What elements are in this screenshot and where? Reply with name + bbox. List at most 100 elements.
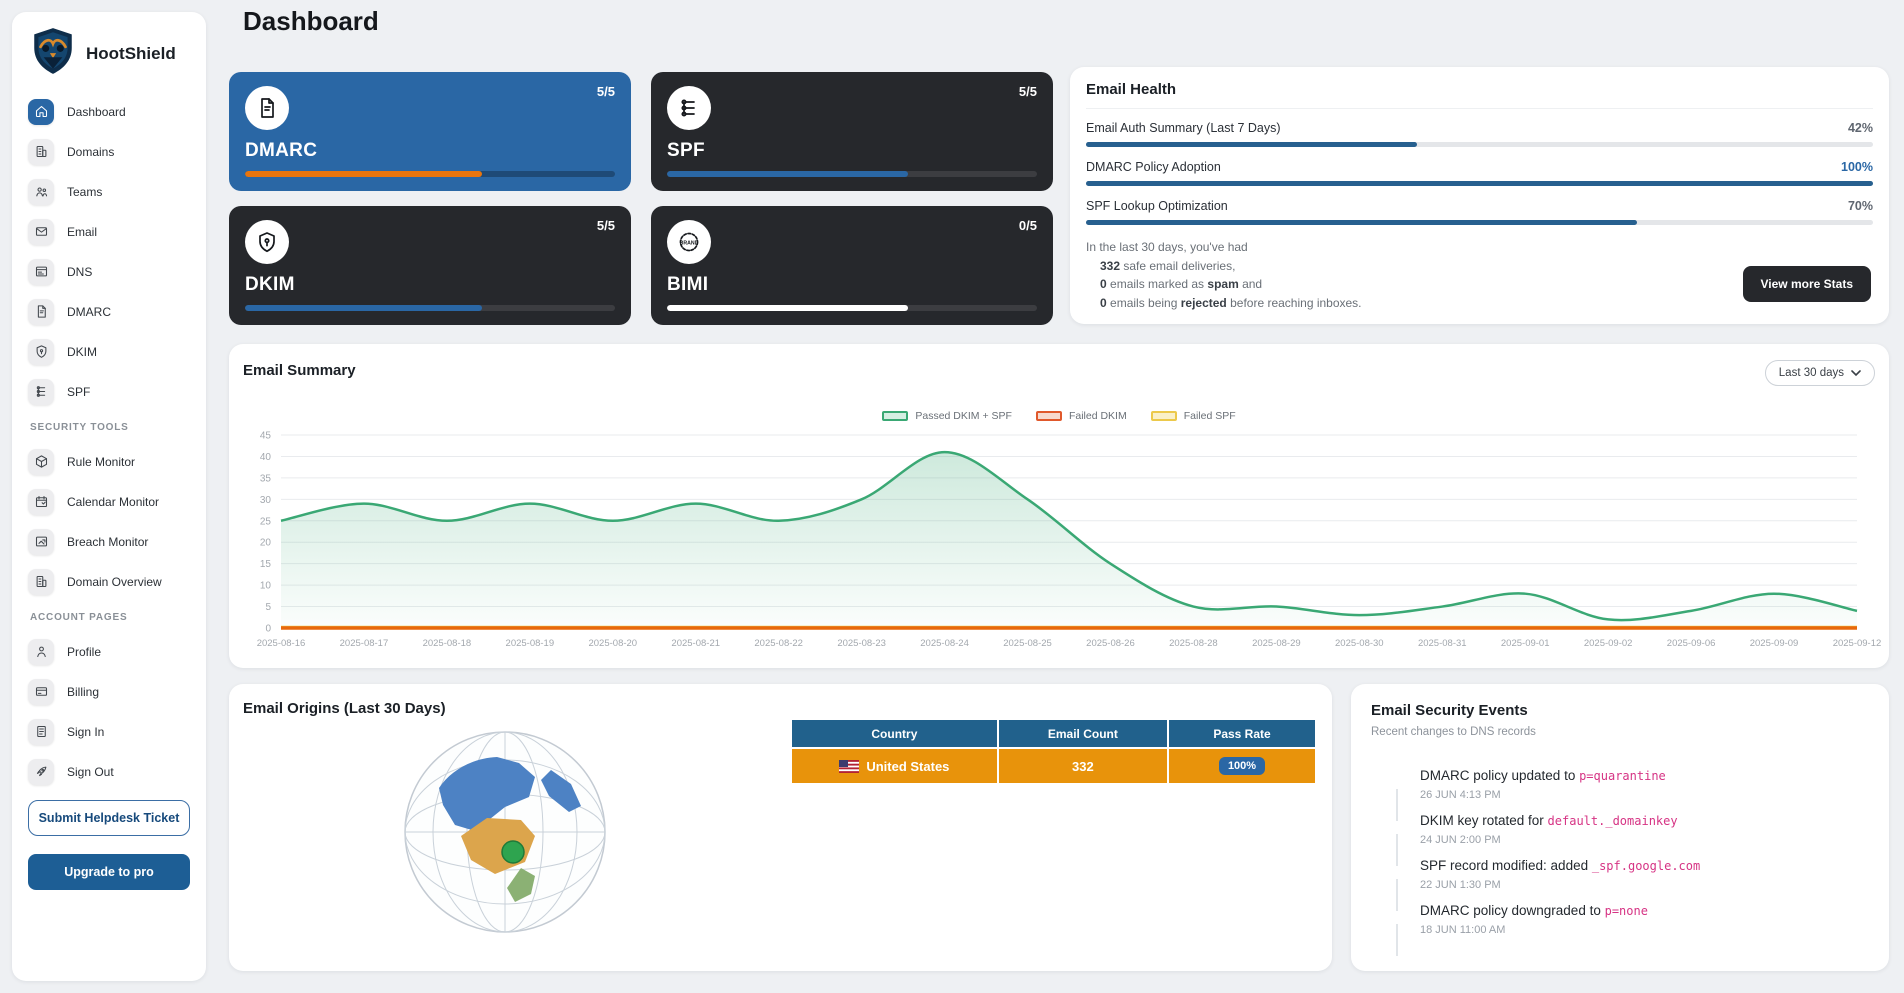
sidebar-item-domain-overview[interactable]: Domain Overview <box>28 565 190 598</box>
email-health-panel: Email Health Email Auth Summary (Last 7 … <box>1070 67 1889 324</box>
event-timestamp: 18 JUN 11:00 AM <box>1420 924 1506 936</box>
legend-item-failed-spf: Failed SPF <box>1150 410 1236 422</box>
metric-value: 42% <box>1847 121 1873 135</box>
legend-swatch <box>1150 411 1177 421</box>
event-timestamp: 22 JUN 1:30 PM <box>1420 879 1501 891</box>
legend-swatch <box>1035 411 1062 421</box>
summary-line: 0 emails being rejected before reaching … <box>1100 295 1362 310</box>
sidebar-item-dmarc[interactable]: DMARC <box>28 295 190 328</box>
sidebar-item-teams[interactable]: Teams <box>28 175 190 208</box>
score-card-title: SPF <box>667 140 705 161</box>
sidebar-item-label: SPF <box>67 384 91 399</box>
domains-icon <box>36 145 46 158</box>
sidebar-item-profile[interactable]: Profile <box>28 635 190 668</box>
sidebar-item-breach-monitor[interactable]: Breach Monitor <box>28 525 190 558</box>
brand-logo[interactable]: HootShield <box>28 26 190 81</box>
sidebar-section-header: ACCOUNT PAGES <box>30 612 128 623</box>
brand-name: HootShield <box>86 43 176 63</box>
sidebar-item-dashboard[interactable]: Dashboard <box>28 95 190 128</box>
legend-swatch <box>882 411 909 421</box>
sidebar-item-calendar-monitor[interactable]: Calendar Monitor <box>28 485 190 518</box>
date-range-dropdown[interactable]: Last 30 days <box>1764 360 1875 386</box>
score-card-dkim[interactable]: 5/5 DKIM <box>229 206 631 325</box>
sidebar-item-email[interactable]: Email <box>28 215 190 248</box>
security-event-item: DMARC policy downgraded to p=none 18 JUN … <box>1396 903 1869 956</box>
sidebar-item-billing[interactable]: Billing <box>28 675 190 708</box>
rule-monitor-icon <box>28 448 54 475</box>
origins-column-header: Pass Rate <box>1169 720 1315 747</box>
dns-icon <box>28 258 54 285</box>
svg-text:2025-08-20: 2025-08-20 <box>588 638 637 649</box>
bimi-brand-icon: BRAND <box>680 232 699 252</box>
health-metric: Email Auth Summary (Last 7 Days) 42% <box>1086 121 1873 147</box>
email-security-events-panel: Email Security Events Recent changes to … <box>1351 684 1889 971</box>
billing-icon <box>28 678 54 705</box>
dkim-shield-icon <box>28 338 54 365</box>
email-origins-title: Email Origins (Last 30 Days) <box>243 700 446 717</box>
svg-text:2025-08-28: 2025-08-28 <box>1169 638 1218 649</box>
sidebar-nav: Dashboard Domains Teams Email DNS DMARC DKIM SP… <box>28 95 190 788</box>
dkim-shield-icon <box>259 232 275 253</box>
pass-rate-cell: 100% <box>1169 749 1315 783</box>
domain-overview-icon <box>36 575 46 588</box>
sidebar-item-label: Calendar Monitor <box>67 494 160 509</box>
score-progress-fill <box>667 171 908 177</box>
svg-text:15: 15 <box>260 559 272 570</box>
metric-progress-fill <box>1086 142 1417 147</box>
summary-line: 0 emails marked as spam and <box>1100 277 1263 292</box>
svg-text:35: 35 <box>260 473 272 484</box>
score-card-title: DKIM <box>245 274 295 295</box>
svg-text:2025-08-17: 2025-08-17 <box>340 638 389 649</box>
score-cards-grid: 5/5 DMARC 5/5 SPF 5/5 DKIM BRAND 0/5 BIMI <box>229 72 1053 325</box>
svg-text:10: 10 <box>260 581 272 592</box>
chart-legend: Passed DKIM + SPF Failed DKIM Failed SPF <box>229 410 1889 422</box>
score-card-bimi[interactable]: BRAND 0/5 BIMI <box>651 206 1053 325</box>
dmarc-doc-icon <box>37 305 46 318</box>
sidebar-item-label: Billing <box>67 684 100 699</box>
sidebar-item-label: Sign In <box>67 724 105 739</box>
signin-icon <box>28 718 54 745</box>
svg-text:BRAND: BRAND <box>680 240 699 246</box>
origins-table-row: United States 332 100% <box>792 749 1315 783</box>
score-card-spf[interactable]: 5/5 SPF <box>651 72 1053 191</box>
event-title: DMARC policy updated to p=quarantine <box>1420 768 1666 783</box>
chevron-down-icon <box>1851 369 1861 376</box>
email-origins-panel: Email Origins (Last 30 Days) Country Emai… <box>229 684 1332 971</box>
sidebar-item-dns[interactable]: DNS <box>28 255 190 288</box>
sidebar-item-label: Breach Monitor <box>67 534 149 549</box>
sidebar-item-sign-in[interactable]: Sign In <box>28 715 190 748</box>
hootshield-owl-shield-icon <box>28 26 78 81</box>
sidebar-item-rule-monitor[interactable]: Rule Monitor <box>28 445 190 478</box>
event-code: p=none <box>1604 904 1648 918</box>
view-more-stats-button[interactable]: View more Stats <box>1742 266 1871 302</box>
legend-label: Failed SPF <box>1183 410 1236 422</box>
dns-icon <box>35 266 47 277</box>
sidebar-item-label: Domain Overview <box>67 574 162 589</box>
spf-tree-icon <box>681 99 695 117</box>
sidebar-item-label: Profile <box>67 644 102 659</box>
event-timestamp: 26 JUN 4:13 PM <box>1420 789 1501 801</box>
legend-item-failed-dkim: Failed DKIM <box>1035 410 1127 422</box>
score-card-dmarc[interactable]: 5/5 DMARC <box>229 72 631 191</box>
breach-icon <box>35 536 47 547</box>
sidebar-item-spf[interactable]: SPF <box>28 375 190 408</box>
score-progress-track <box>245 171 615 177</box>
sidebar-item-dkim[interactable]: DKIM <box>28 335 190 368</box>
sidebar-item-label: DKIM <box>67 344 97 359</box>
helpdesk-ticket-button[interactable]: Submit Helpdesk Ticket <box>28 800 190 836</box>
email-health-summary-text: In the last 30 days, you've had 332 safe … <box>1086 238 1873 312</box>
email-summary-title: Email Summary <box>243 362 356 379</box>
svg-text:2025-08-22: 2025-08-22 <box>754 638 803 649</box>
profile-icon <box>28 638 54 665</box>
upgrade-to-pro-button[interactable]: Upgrade to pro <box>28 854 190 890</box>
score-value: 5/5 <box>596 84 615 99</box>
metric-progress-track <box>1086 142 1873 147</box>
sidebar-item-sign-out[interactable]: Sign Out <box>28 755 190 788</box>
event-code: _spf.google.com <box>1591 859 1701 873</box>
signin-icon <box>36 725 46 738</box>
score-card-title: BIMI <box>667 274 709 295</box>
health-metric: SPF Lookup Optimization 70% <box>1086 199 1873 225</box>
sidebar-item-domains[interactable]: Domains <box>28 135 190 168</box>
svg-text:2025-08-29: 2025-08-29 <box>1252 638 1301 649</box>
svg-text:2025-08-23: 2025-08-23 <box>837 638 886 649</box>
